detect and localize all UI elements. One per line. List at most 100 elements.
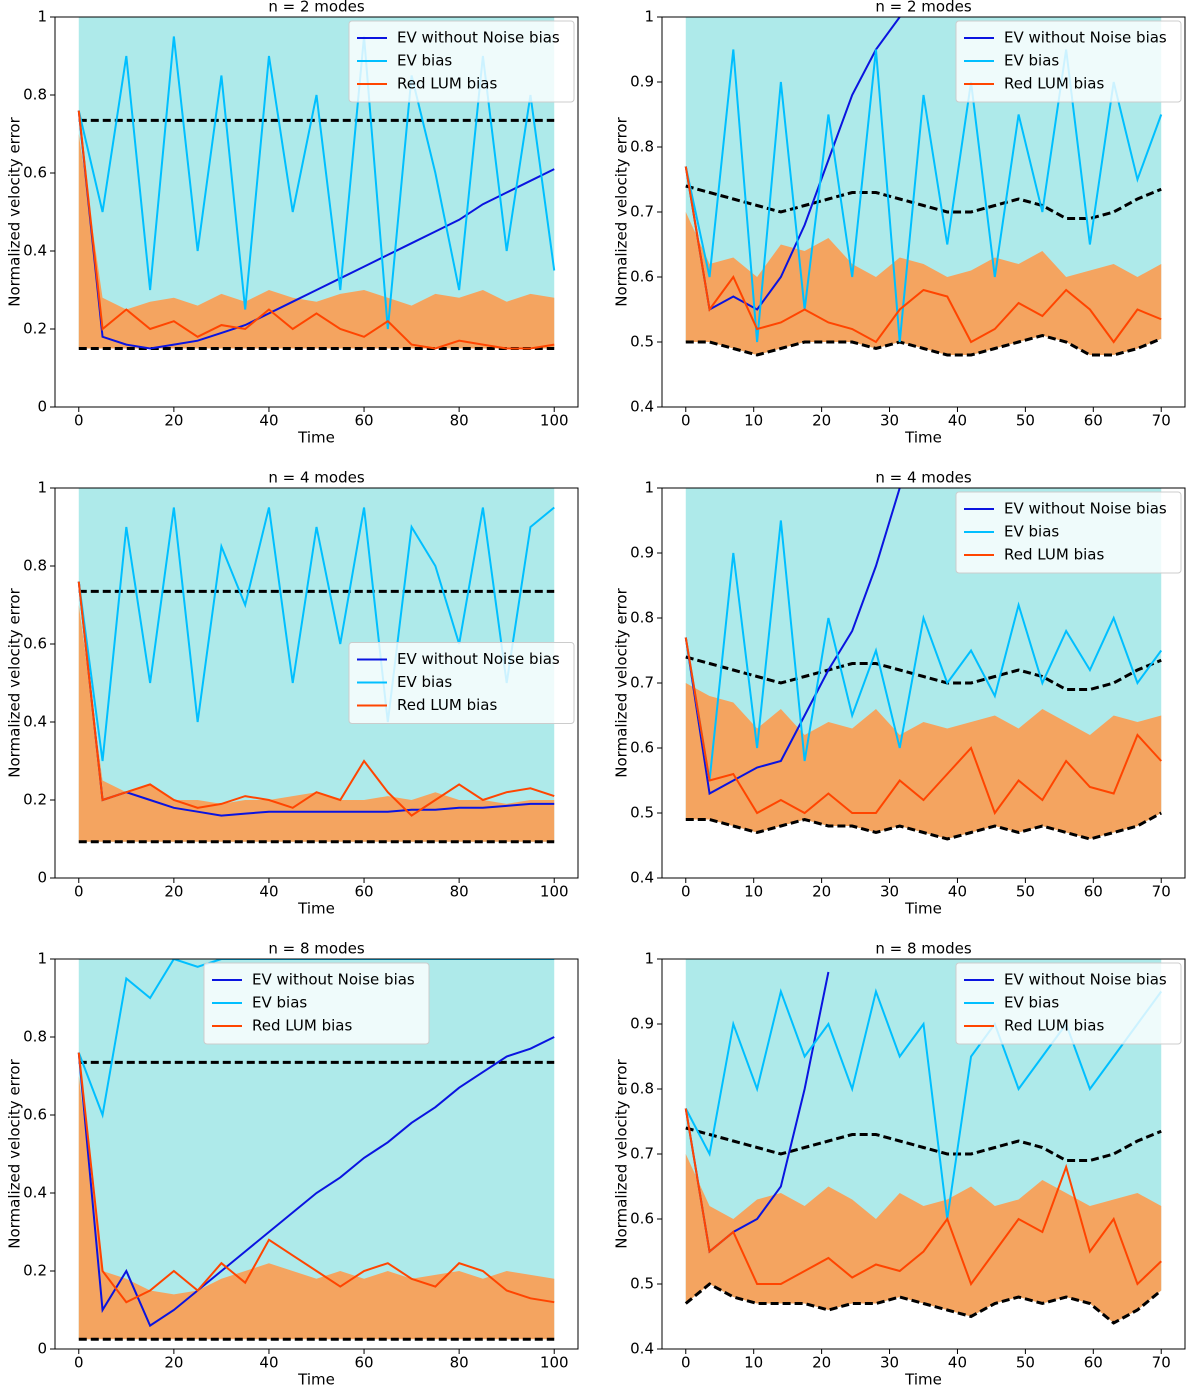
chart-title: n = 8 modes: [875, 940, 971, 958]
y-tick-label: 1: [37, 479, 47, 497]
series-line: [684, 166, 1162, 344]
chart-title: n = 2 modes: [875, 0, 971, 16]
legend-label: EV without Noise bias: [1004, 500, 1167, 518]
legend-box: [348, 20, 575, 103]
x-tick-label: 40: [259, 1354, 278, 1372]
chart-title: n = 4 modes: [268, 469, 364, 487]
x-tick-label: 20: [812, 1354, 831, 1372]
x-tick-label: 0: [681, 1354, 691, 1372]
x-tick-label: 30: [880, 1354, 899, 1372]
y-tick-label: 0.6: [23, 164, 47, 182]
y-axis-label: Normalized velocity error: [613, 116, 631, 306]
y-tick-label: 0.9: [630, 1015, 654, 1033]
y-tick-label: 0.2: [23, 791, 47, 809]
series-line: [684, 1108, 1162, 1287]
legend-label: EV without Noise bias: [397, 650, 560, 668]
x-tick-label: 50: [1016, 1354, 1035, 1372]
legend-label: EV without Noise bias: [397, 29, 560, 47]
series-line: [77, 581, 555, 817]
x-tick-label: 50: [1016, 412, 1035, 430]
plot-area: [684, 959, 1163, 1325]
x-tick-label: 40: [259, 412, 278, 430]
axes-frame: [54, 958, 579, 1350]
bound-line: [685, 655, 1162, 691]
y-tick-label: 0.6: [630, 1210, 654, 1228]
x-tick-label: 60: [1084, 883, 1103, 901]
series-line: [684, 488, 901, 796]
y-tick-label: 1: [644, 950, 654, 968]
chart-title: n = 8 modes: [268, 940, 364, 958]
x-tick-label: 40: [948, 1354, 967, 1372]
plot-area: [684, 488, 1163, 841]
series-line: [77, 110, 555, 350]
bound-line: [684, 1282, 1163, 1325]
y-tick-label: 0.7: [630, 674, 654, 692]
chart-title: n = 4 modes: [875, 469, 971, 487]
legend-label: EV bias: [1004, 994, 1059, 1012]
x-axis-label: Time: [904, 429, 942, 447]
legend-label: Red LUM bias: [397, 696, 497, 714]
x-axis-label: Time: [297, 1371, 335, 1389]
x-tick-label: 100: [540, 1354, 569, 1372]
legend-label: EV bias: [397, 673, 452, 691]
y-tick-label: 0.4: [23, 713, 47, 731]
y-tick-label: 0.4: [23, 1184, 47, 1202]
bound-line: [685, 333, 1162, 357]
y-tick-label: 0.7: [630, 1145, 654, 1163]
y-tick-label: 0.8: [630, 138, 654, 156]
x-tick-label: 0: [681, 883, 691, 901]
legend-label: EV bias: [1004, 523, 1059, 541]
subplot: 0.40.50.60.70.80.910 10 20 30 40 50 60 70n = 4 …: [613, 469, 1186, 918]
y-tick-label: 0.4: [630, 1340, 654, 1358]
axes-frame: [54, 16, 579, 408]
band-area: [78, 134, 555, 349]
y-tick-label: 0.2: [23, 1262, 47, 1280]
y-tick-label: 0.9: [630, 73, 654, 91]
legend-box: [203, 962, 430, 1045]
x-tick-label: 100: [540, 412, 569, 430]
y-tick-label: 0.2: [23, 320, 47, 338]
y-tick-label: 0.7: [630, 203, 654, 221]
y-tick-label: 1: [37, 950, 47, 968]
y-tick-label: 1: [644, 479, 654, 497]
y-axis-label: Normalized velocity error: [613, 587, 631, 777]
y-tick-label: 0.6: [23, 1106, 47, 1124]
x-tick-label: 80: [450, 1354, 469, 1372]
y-axis-label: Normalized velocity error: [613, 1058, 631, 1248]
x-tick-label: 20: [164, 412, 183, 430]
legend-label: Red LUM bias: [1004, 1017, 1104, 1035]
x-tick-label: 0: [74, 412, 84, 430]
y-tick-label: 0.4: [630, 869, 654, 887]
series-line: [684, 17, 901, 312]
x-tick-label: 20: [812, 883, 831, 901]
x-tick-label: 20: [164, 1354, 183, 1372]
y-tick-label: 0.4: [630, 398, 654, 416]
x-tick-label: 80: [450, 883, 469, 901]
y-tick-label: 0.8: [23, 86, 47, 104]
subplot: 0 0.2 0.4 0.6 0.8 1 0 20 40 60 80 100 n = 8 modes Tim…: [6, 940, 579, 1389]
x-tick-label: 10: [744, 883, 763, 901]
legend-label: Red LUM bias: [397, 75, 497, 93]
legend: EV without Noise bias EV bias Red LUM bias: [203, 962, 430, 1045]
legend-box: [348, 642, 575, 724]
x-tick-label: 0: [681, 412, 691, 430]
x-tick-label: 30: [880, 883, 899, 901]
x-tick-label: 40: [259, 883, 278, 901]
subplot: 0 0.2 0.4 0.6 0.8 1 0 20 40 60 80 100 n = 4 modes Tim…: [6, 469, 579, 918]
subplot: 0.40.50.60.70.80.910 10 20 30 40 50 60 70n = 2 …: [613, 0, 1186, 447]
series-line: [77, 959, 555, 1119]
legend-label: EV bias: [252, 994, 307, 1012]
x-tick-label: 0: [74, 1354, 84, 1372]
legend-label: EV without Noise bias: [1004, 29, 1167, 47]
y-tick-label: 0.5: [630, 804, 654, 822]
x-axis-label: Time: [297, 429, 335, 447]
legend-label: EV bias: [1004, 52, 1059, 70]
axes-frame: [54, 487, 579, 879]
x-tick-label: 60: [354, 883, 373, 901]
legend-box: [955, 20, 1182, 103]
x-tick-label: 10: [744, 1354, 763, 1372]
subplot: 0 0.2 0.4 0.6 0.8 1 0 20 40 60 80 100 n = 2 modes Tim…: [6, 0, 579, 447]
plot-area: [77, 959, 555, 1341]
y-tick-label: 0.8: [23, 1028, 47, 1046]
y-tick-label: 0.8: [630, 1080, 654, 1098]
